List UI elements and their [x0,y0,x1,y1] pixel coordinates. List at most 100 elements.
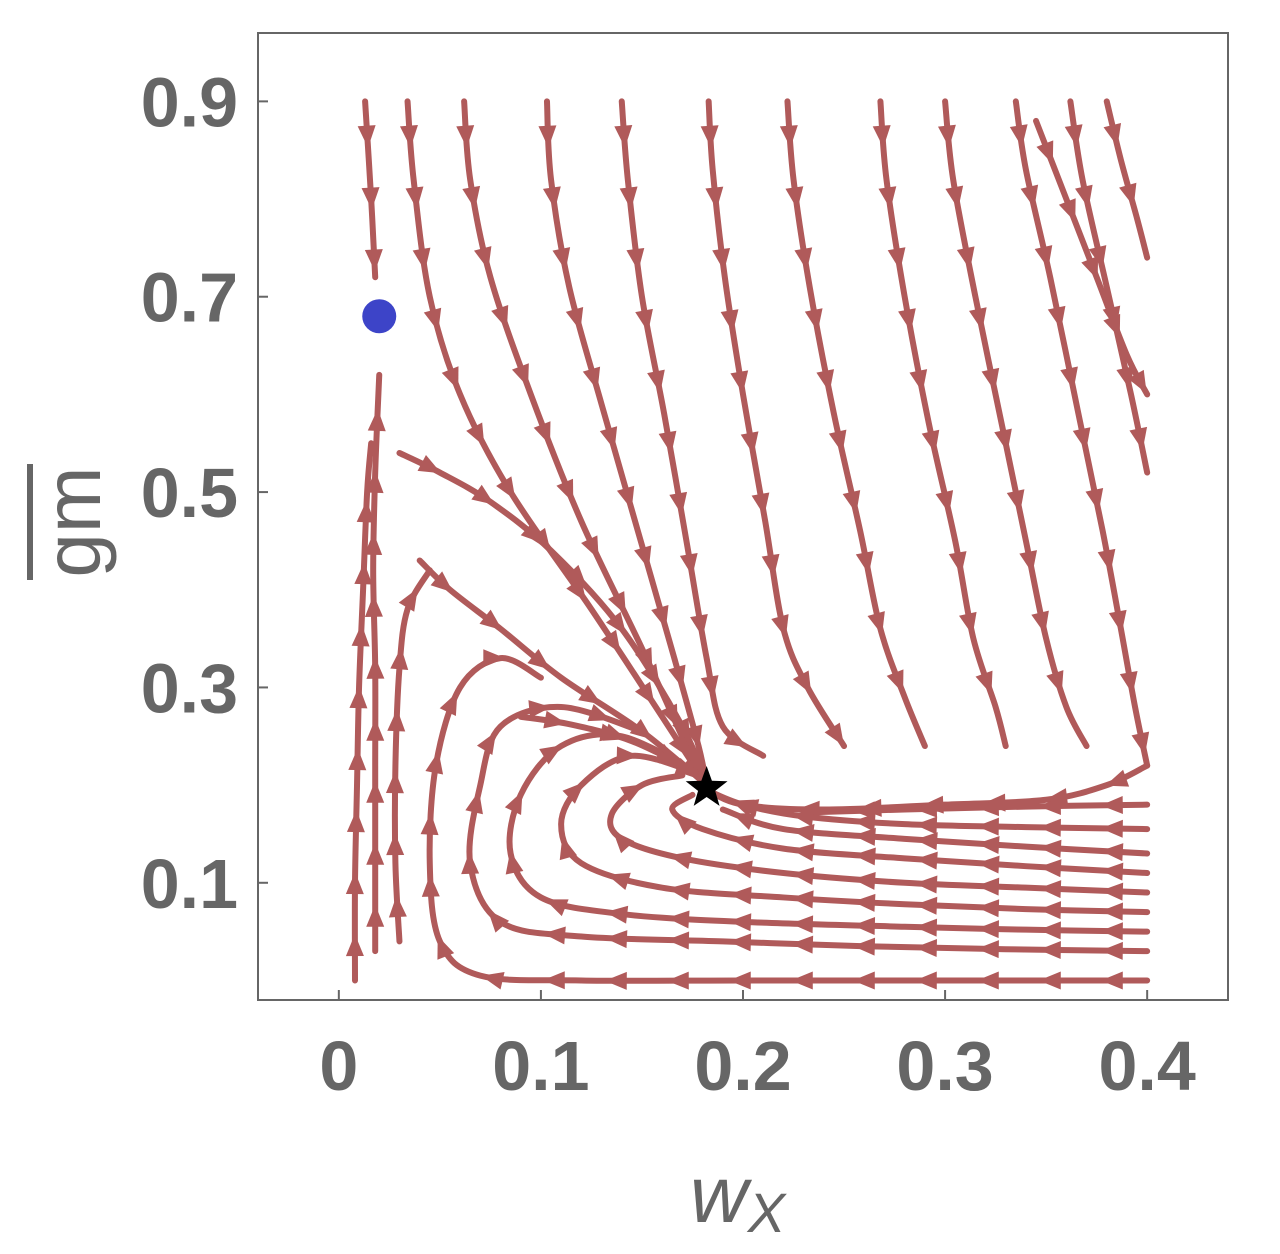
stream-arrowhead [669,491,688,516]
stream-arrowhead [1100,971,1123,990]
stream-arrowhead [528,700,552,719]
stream-arrowhead [634,545,652,570]
stream-arrowhead [1100,941,1123,960]
stream-arrowhead [364,594,383,617]
streamline [800,801,1151,816]
markers-layer [362,299,728,806]
stream-arrowhead [730,834,755,853]
stream-arrowhead [853,871,876,890]
x-tick-label: 0.4 [1099,1027,1196,1105]
stream-arrowhead [1060,366,1078,390]
stream-arrowhead [1047,305,1066,330]
stream-arrowhead [668,851,693,870]
stream-arrowhead [357,125,376,148]
x-tick-label: 0.3 [896,1027,993,1105]
stream-arrowhead [520,521,544,544]
stream-arrowhead [732,813,756,831]
stream-arrowhead [914,918,938,937]
stream-arrowhead [679,552,698,577]
stream-arrowhead [792,670,812,695]
stream-arrowhead [886,669,904,694]
stream-arrowhead [461,851,480,875]
streamlines-layer [345,98,1151,990]
stream-arrowhead [852,916,876,935]
stream-arrowhead [771,614,789,638]
stream-arrowhead [466,422,485,447]
x-axis-label-sub: X [746,1181,788,1244]
stream-arrowhead [1085,487,1104,512]
stream-arrowhead [437,935,455,960]
streamline [426,655,1151,984]
stream-arrowhead [824,722,845,747]
stream-arrowhead [346,810,365,833]
stream-arrowhead [828,429,847,454]
stream-arrowhead [684,724,703,749]
x-axis-label-main: w [690,1150,753,1239]
stream-arrowhead [976,798,1000,817]
stream-arrowhead [1038,839,1062,858]
stream-arrowhead [705,186,724,210]
stream-arrowhead [1038,859,1062,878]
x-tick-label: 0.1 [492,1027,589,1105]
stream-arrowhead [604,930,628,949]
stream-arrowhead [1036,140,1054,165]
stream-arrowhead [690,614,708,638]
stream-arrowhead [761,553,780,577]
stream-arrowhead [607,872,631,890]
stream-arrowhead [1100,796,1123,815]
stream-arrowhead [730,799,755,817]
stream-arrowhead [559,836,578,861]
stream-arrowhead [578,684,602,705]
stream-arrowhead [390,647,409,670]
stream-arrowhead [794,247,813,271]
stream-arrowhead [956,246,975,270]
y-tick-label: 0.3 [141,649,238,727]
stream-arrowhead [412,247,431,271]
stream-arrowhead [994,428,1012,452]
stream-arrowhead [481,971,505,990]
stream-arrowhead [533,421,551,446]
stream-arrowhead [345,872,364,895]
stream-arrowhead [385,771,404,794]
stream-arrowhead [599,426,618,450]
stream-arrowhead [945,185,964,209]
stream-arrowhead [542,971,565,990]
stream-arrowhead [640,663,660,688]
stream-arrowhead [1100,922,1123,941]
stream-arrowhead [842,490,861,514]
stream-arrowhead [1046,670,1064,694]
stream-arrowhead [1045,788,1069,807]
stream-arrowhead [398,588,418,612]
stream-arrowhead [790,935,814,954]
stream-arrowhead [668,664,686,689]
streamline [719,806,1151,857]
stream-arrowhead [619,186,638,210]
stream-arrowhead [1100,882,1124,901]
stream-arrowhead [720,309,739,333]
stream-arrowhead [791,808,815,827]
stream-arrowhead [1131,731,1150,755]
stream-arrowhead [1128,369,1147,394]
stream-arrowhead [855,550,874,575]
stream-arrowhead [543,710,567,729]
stream-arrowhead [1038,901,1062,920]
stream-arrowhead [852,937,876,956]
stream-arrowhead [1038,921,1061,940]
stream-arrowhead [976,940,999,959]
stream-arrowhead [785,186,804,210]
stream-arrowhead [587,704,612,722]
stream-arrowhead [364,249,383,272]
stream-arrowhead [511,363,529,388]
stream-arrowhead [364,532,383,555]
x-tick-label: 0 [319,1027,358,1105]
stream-arrowhead [914,938,937,957]
stream-arrowhead [915,832,938,851]
stream-arrowhead [728,933,752,952]
stream-arrowhead [425,751,444,775]
stream-arrowhead [565,307,584,331]
stream-arrowhead [937,124,956,148]
stream-arrowhead [1038,796,1061,815]
stream-arrowhead [367,408,386,432]
stream-arrowhead [658,430,677,454]
stream-arrowhead [700,125,719,148]
